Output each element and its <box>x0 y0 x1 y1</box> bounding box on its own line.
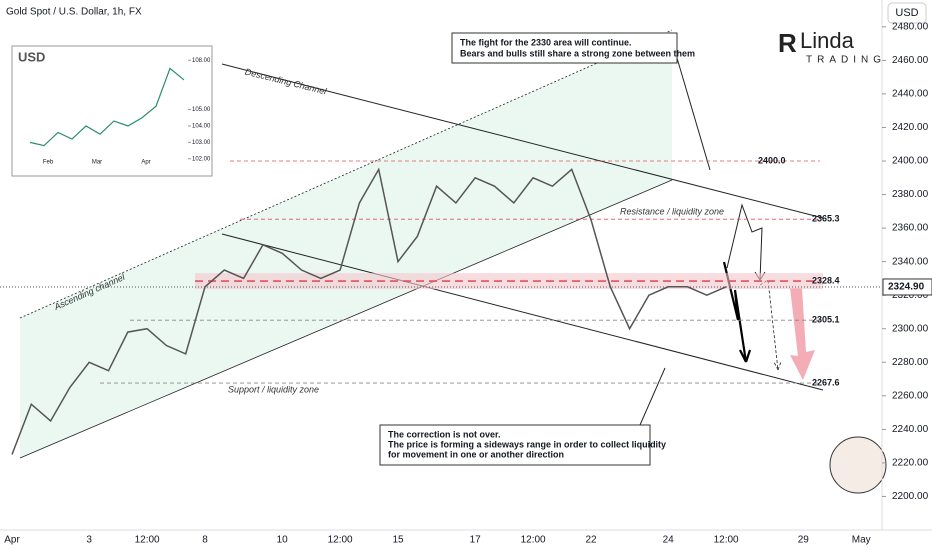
inset-y-tick-label: 104.00 <box>192 124 211 130</box>
x-tick-label: Apr <box>4 535 20 546</box>
y-tick-label: 2440.00 <box>892 89 929 100</box>
y-tick-label: 2240.00 <box>892 424 929 435</box>
descending-upper <box>221 63 824 219</box>
y-tick-label: 2360.00 <box>892 223 929 234</box>
note-bottom-line: The price is forming a sideways range in… <box>388 439 666 449</box>
x-tick-label: 22 <box>585 535 597 546</box>
currency-label[interactable]: USD <box>895 7 918 19</box>
level-label: 2305.1 <box>812 315 840 325</box>
logo-name: Linda <box>800 28 855 53</box>
x-tick-label: 10 <box>277 535 289 546</box>
inset-x-tick-label: Apr <box>141 160 150 166</box>
chart-title: Gold Spot / U.S. Dollar, 1h, FX <box>6 7 142 18</box>
support-label: Support / liquidity zone <box>228 384 319 394</box>
y-tick-label: 2220.00 <box>892 458 929 469</box>
y-tick-label: 2280.00 <box>892 357 929 368</box>
logo-initial: R <box>778 28 797 58</box>
x-tick-label: 12:00 <box>714 535 739 546</box>
note-bottom-line: The correction is not over. <box>388 429 501 439</box>
x-tick-label: 3 <box>86 535 92 546</box>
y-tick-label: 2340.00 <box>892 256 929 267</box>
x-tick-label: 12:00 <box>135 535 160 546</box>
y-tick-label: 2200.00 <box>892 491 929 502</box>
y-tick-label: 2460.00 <box>892 55 929 66</box>
price-line <box>11 167 727 455</box>
ascending-lower <box>19 179 673 459</box>
inset-line <box>29 67 185 147</box>
level-label: 2400.0 <box>758 155 786 165</box>
inset-frame <box>11 45 213 177</box>
x-tick-label: 29 <box>798 535 810 546</box>
y-tick-label: 2300.00 <box>892 323 929 334</box>
note-top-box <box>451 32 678 64</box>
descending-lower <box>221 233 824 391</box>
x-tick-label: 15 <box>392 535 404 546</box>
y-tick-label: 2480.00 <box>892 21 929 32</box>
x-tick-label: 24 <box>663 535 675 546</box>
inset-y-tick-label: 108.00 <box>192 58 211 64</box>
inset-y-tick-label: 105.00 <box>192 107 211 113</box>
note-bottom-box <box>379 424 651 466</box>
inset-x-tick-label: Feb <box>43 160 54 166</box>
note-top-line: Bears and bulls still share a strong zon… <box>460 48 695 58</box>
x-tick-label: 8 <box>202 535 208 546</box>
y-tick-label: 2380.00 <box>892 189 929 200</box>
note-bottom-line: for movement in one or another direction <box>388 449 564 459</box>
callout-top <box>676 57 711 171</box>
callout-bottom <box>639 367 666 426</box>
face-illustration <box>829 436 887 494</box>
y-tick-label: 2260.00 <box>892 390 929 401</box>
x-tick-label: 12:00 <box>328 535 353 546</box>
resistance-label: Resistance / liquidity zone <box>620 206 724 216</box>
inset-x-tick-label: Mar <box>92 160 102 166</box>
inset-title: USD <box>18 49 45 64</box>
current-price-label: 2324.90 <box>888 282 925 293</box>
level-label: 2267.6 <box>812 377 840 387</box>
ascending-channel-fill <box>20 30 672 458</box>
x-tick-label: 17 <box>470 535 482 546</box>
note-top-line: The fight for the 2330 area will continu… <box>460 37 632 47</box>
projection-down <box>722 261 752 363</box>
logo-tagline: TRADING <box>806 55 886 66</box>
big-arrow <box>790 288 815 380</box>
ascending-upper <box>19 29 673 319</box>
current-price-box <box>882 278 932 296</box>
inset-y-tick-label: 102.00 <box>192 156 211 162</box>
y-tick-label: 2420.00 <box>892 122 929 133</box>
level-label: 2328.4 <box>812 275 840 285</box>
y-tick-label: 2400.00 <box>892 156 929 167</box>
inset-y-tick-label: 103.00 <box>192 140 211 146</box>
projection-alt <box>759 279 782 371</box>
x-tick-label: May <box>852 535 871 546</box>
x-tick-label: 12:00 <box>521 535 546 546</box>
level-label: 2365.3 <box>812 214 840 224</box>
currency-button[interactable] <box>887 2 927 24</box>
